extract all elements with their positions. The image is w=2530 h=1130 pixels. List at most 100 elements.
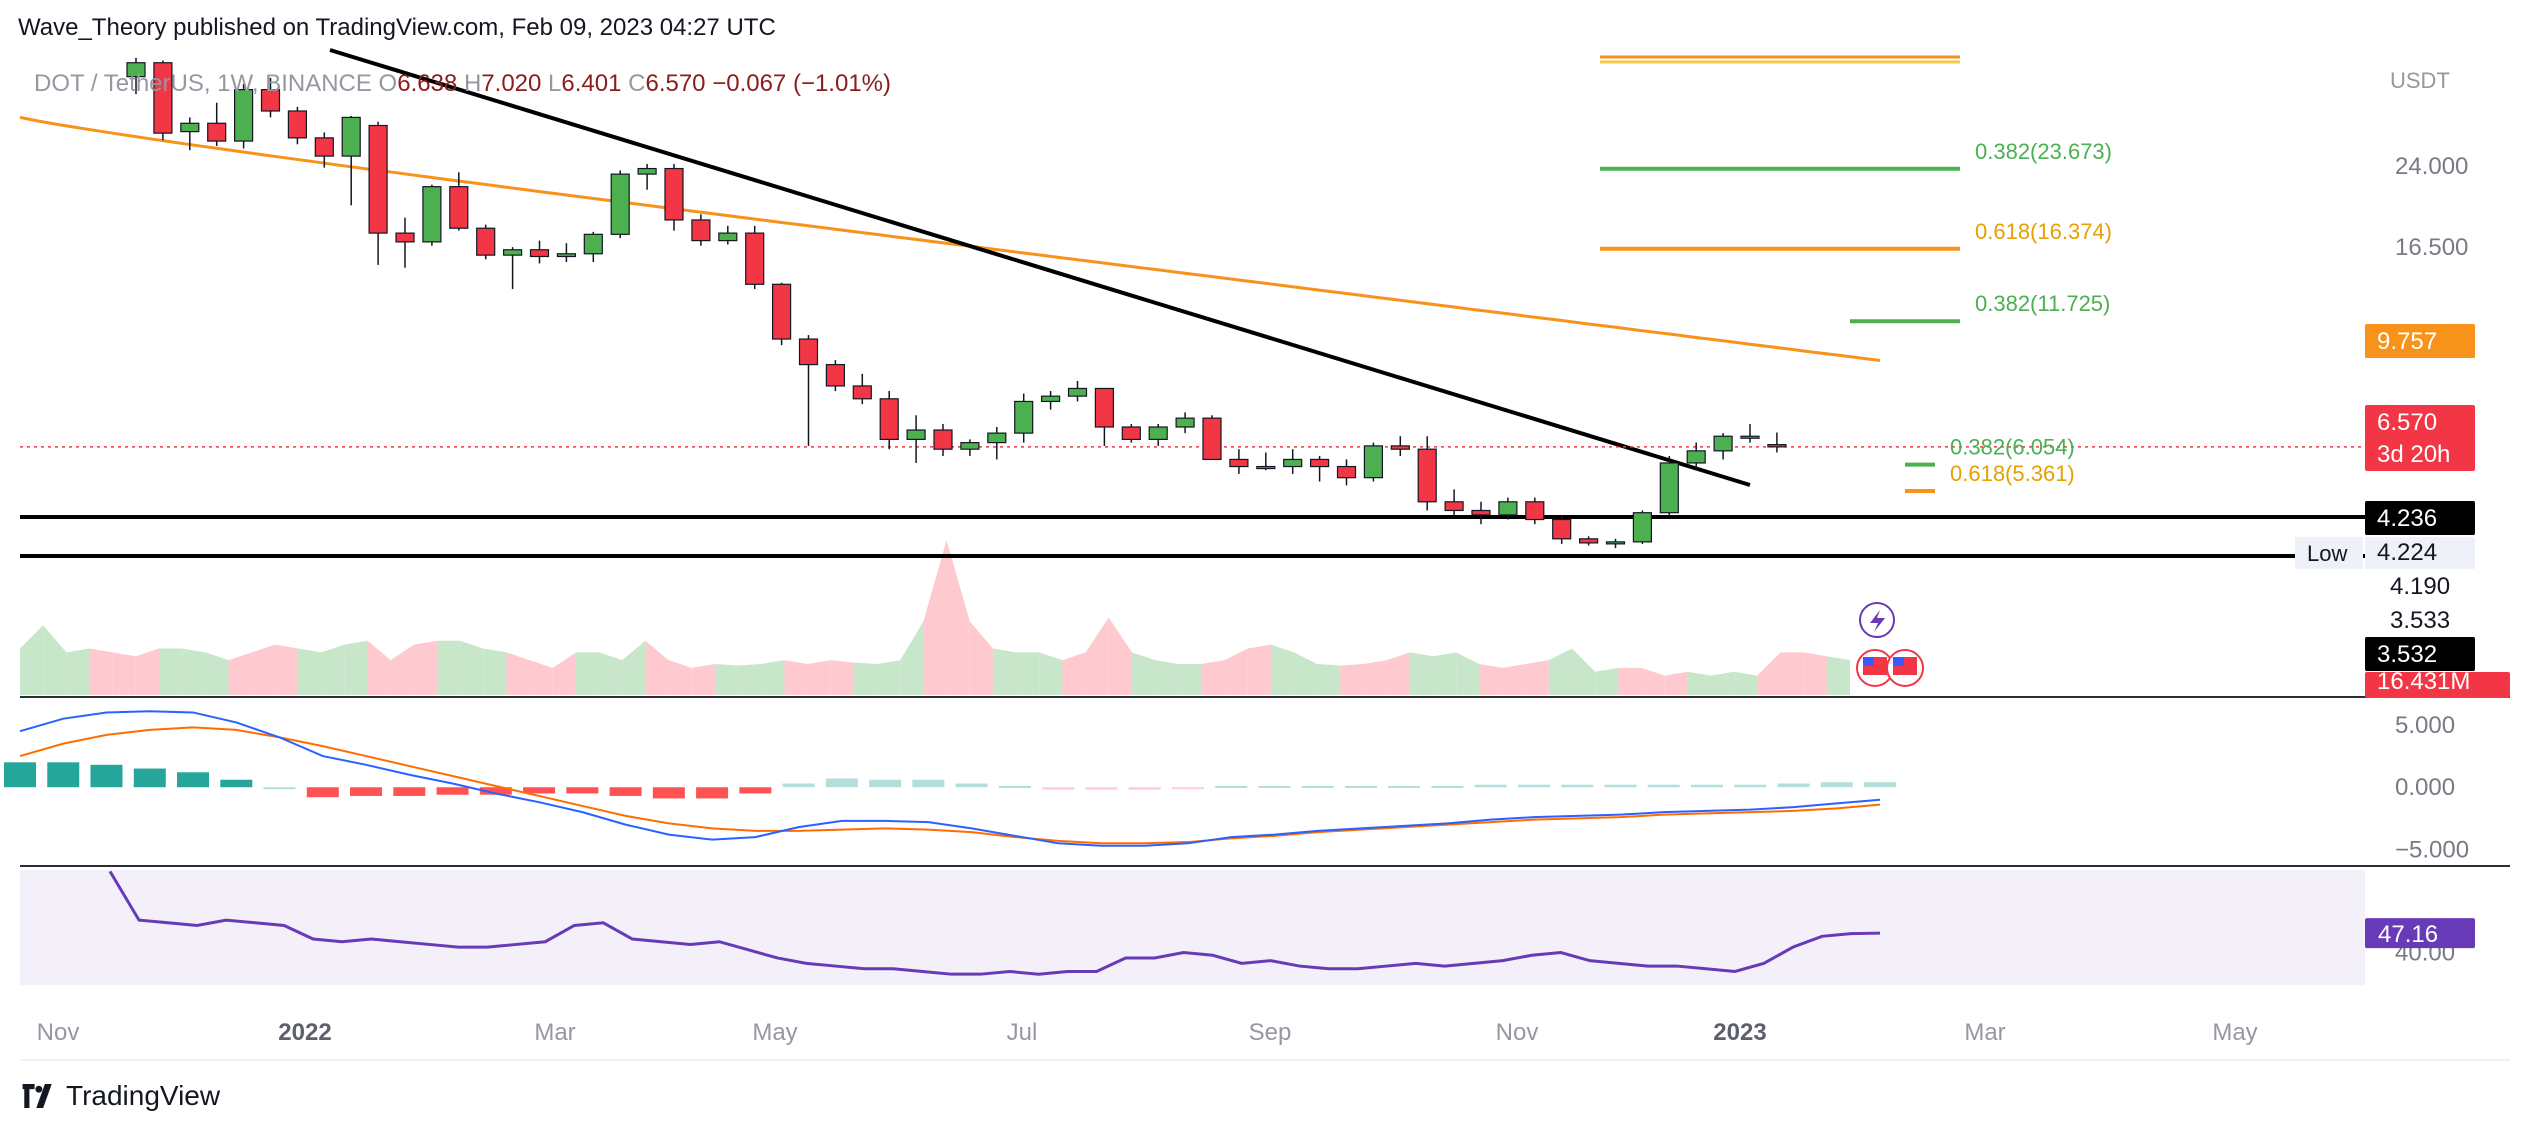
macd-histogram-bar bbox=[1344, 785, 1377, 788]
macd-histogram-bar bbox=[1561, 784, 1594, 788]
rsi-value-label: 47.16 bbox=[2378, 921, 2438, 948]
volume-segment bbox=[344, 640, 368, 695]
volume-segment bbox=[1409, 652, 1434, 695]
volume-segment bbox=[1572, 648, 1596, 695]
candle bbox=[395, 217, 415, 268]
candle-body bbox=[1148, 426, 1168, 440]
candle-body bbox=[1040, 395, 1061, 403]
macd-histogram-bar bbox=[1690, 784, 1723, 788]
tradingview-logo-icon bbox=[22, 1084, 52, 1108]
ema-price-label-box bbox=[2365, 324, 2475, 358]
candle-body bbox=[1283, 458, 1303, 468]
macd-histogram-bar bbox=[263, 787, 296, 790]
high-key: H bbox=[463, 70, 482, 97]
x-axis-tick: Nov bbox=[1496, 1019, 1539, 1046]
volume-segment bbox=[460, 640, 484, 695]
symbol-label[interactable]: DOT / TetherUS, 1W, BINANCE bbox=[34, 70, 372, 97]
volume-segment bbox=[1340, 664, 1364, 695]
volume-segment bbox=[1363, 660, 1387, 695]
volume-segment bbox=[228, 652, 252, 695]
ohlc-legend: DOT / TetherUS, 1W, BINANCE O6.638 H7.02… bbox=[34, 70, 891, 98]
macd-histogram-bar bbox=[1085, 787, 1118, 790]
candle bbox=[1498, 497, 1518, 520]
volume-segment bbox=[877, 660, 901, 695]
volume-segment bbox=[1131, 652, 1156, 695]
x-axis-tick: Jul bbox=[1007, 1019, 1038, 1046]
macd-histogram-bar bbox=[739, 787, 772, 794]
candle bbox=[234, 83, 254, 149]
candle bbox=[1390, 436, 1410, 456]
volume-price-label-box bbox=[2365, 637, 2475, 671]
volume-value-label: 16.431M bbox=[2377, 668, 2470, 695]
candle-body bbox=[987, 432, 1007, 444]
fib-label: 0.382(6.054) bbox=[1950, 435, 2075, 460]
flag-canton bbox=[1893, 657, 1904, 666]
low-tag-label: Low bbox=[2307, 541, 2347, 566]
candle bbox=[1202, 415, 1222, 461]
candle-body bbox=[529, 249, 550, 258]
candle bbox=[422, 184, 442, 246]
candle-body bbox=[1175, 417, 1195, 428]
volume-segment bbox=[1641, 667, 1665, 695]
macd-histogram-bar bbox=[1258, 785, 1291, 788]
macd-histogram-bar bbox=[955, 783, 988, 788]
fib-label: 0.382(23.673) bbox=[1975, 139, 2112, 164]
candle bbox=[126, 57, 146, 95]
macd-histogram-bar bbox=[869, 779, 902, 788]
candle-body bbox=[1686, 450, 1706, 464]
volume-segment bbox=[1039, 652, 1063, 695]
candle bbox=[718, 225, 738, 245]
candle bbox=[637, 164, 657, 190]
candle-body bbox=[1444, 501, 1464, 512]
candle bbox=[1256, 452, 1276, 471]
volume-segment bbox=[900, 621, 924, 695]
candle-body bbox=[1014, 400, 1034, 434]
candle-body bbox=[798, 338, 819, 366]
volume-segment bbox=[1826, 656, 1850, 695]
volume-segment bbox=[1386, 652, 1410, 695]
candle-body bbox=[1256, 465, 1276, 470]
candle-body bbox=[556, 253, 577, 258]
volume-segment bbox=[43, 625, 67, 695]
macd-histogram-bar bbox=[782, 783, 815, 788]
low-tag-box bbox=[2295, 537, 2363, 569]
candle bbox=[207, 102, 227, 146]
lightning-glyph-icon bbox=[1870, 610, 1885, 632]
candle bbox=[610, 170, 630, 239]
macd-histogram-bar bbox=[696, 787, 729, 799]
candle-body bbox=[503, 249, 523, 256]
candle-body bbox=[1067, 387, 1088, 397]
candle-body bbox=[1121, 426, 1141, 440]
candle-body bbox=[180, 122, 200, 133]
candle-body bbox=[825, 363, 846, 387]
volume-segment bbox=[1734, 671, 1758, 695]
candle bbox=[529, 240, 550, 264]
volume-segment bbox=[761, 660, 785, 695]
open-value: 6.638 bbox=[397, 70, 458, 97]
candle bbox=[771, 282, 792, 346]
candle-body bbox=[234, 89, 254, 142]
volume-segment bbox=[1780, 652, 1804, 695]
y-axis-tick: 16.500 bbox=[2395, 234, 2468, 261]
volume-segment bbox=[89, 648, 113, 695]
tradingview-brand[interactable]: TradingView bbox=[18, 1080, 220, 1112]
flag-canton bbox=[1863, 657, 1874, 666]
volume-segment bbox=[552, 652, 576, 695]
candle-body bbox=[1605, 541, 1626, 545]
volume-segment bbox=[1711, 671, 1735, 695]
macd-axis-tick: −5.000 bbox=[2395, 837, 2469, 864]
candle bbox=[879, 390, 899, 450]
volume-segment bbox=[1664, 671, 1688, 695]
volume-segment bbox=[923, 540, 947, 695]
x-axis-tick: May bbox=[752, 1019, 797, 1046]
x-axis-tick: Mar bbox=[1964, 1019, 2005, 1046]
candle-body bbox=[126, 62, 146, 78]
volume-segment bbox=[20, 625, 44, 695]
x-axis-tick: Mar bbox=[534, 1019, 575, 1046]
grid-layer bbox=[20, 696, 2510, 1061]
currency-label: USDT bbox=[2390, 68, 2450, 93]
open-key: O bbox=[378, 70, 398, 97]
candle bbox=[1713, 433, 1733, 460]
candle bbox=[745, 225, 765, 290]
